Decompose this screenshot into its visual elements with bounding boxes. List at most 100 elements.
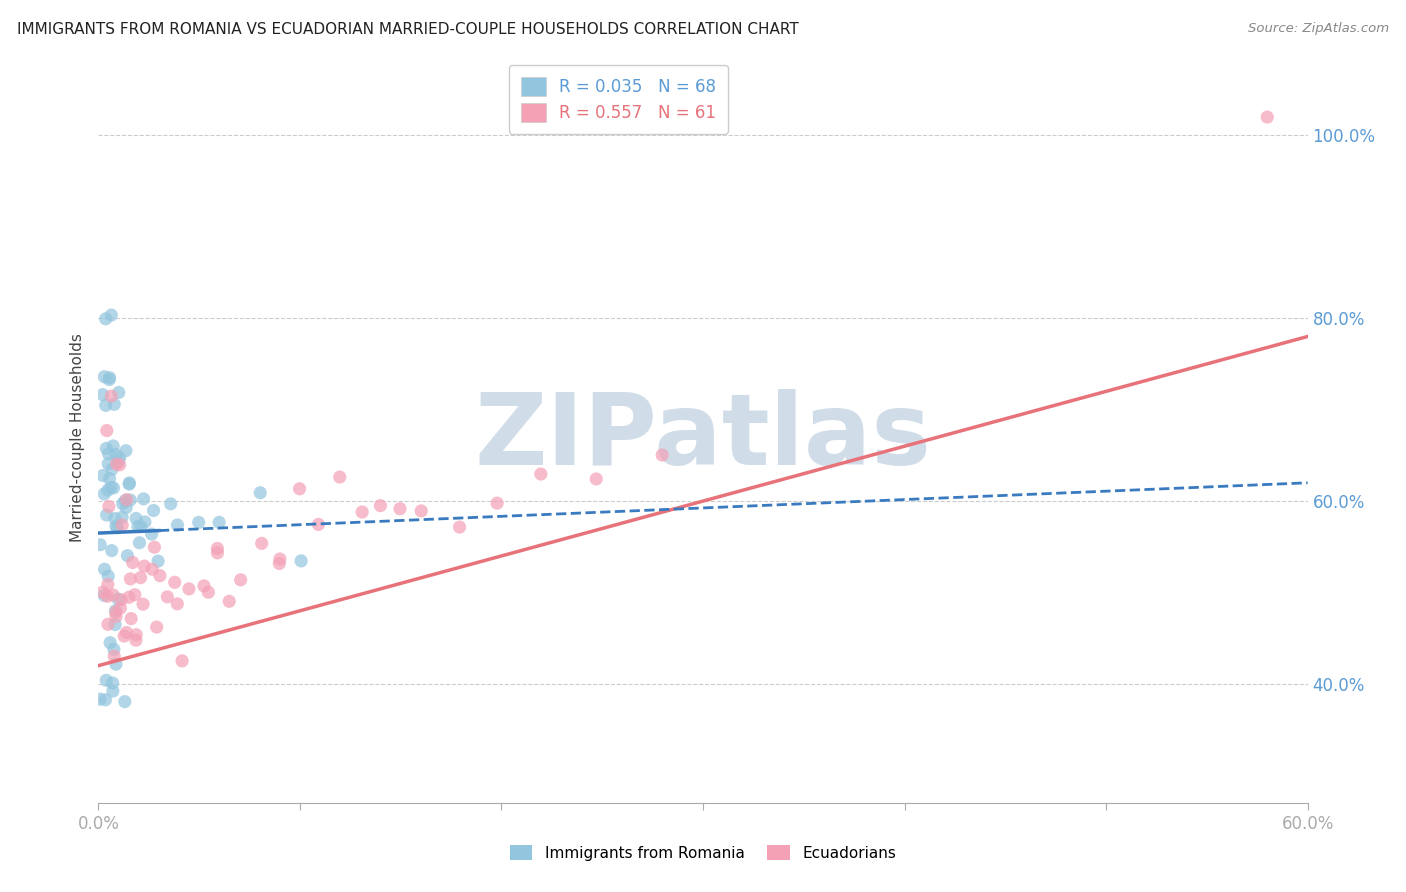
Point (177, 582, 200, 596)
Point (115, 492, 138, 507)
Point (411, 504, 433, 518)
Point (96, 508, 118, 522)
Point (96, 442, 118, 456)
Point (166, 518, 188, 533)
Point (101, 462, 124, 476)
Point (107, 592, 129, 607)
Point (104, 604, 127, 618)
Point (91, 468, 114, 483)
Point (101, 684, 124, 698)
Point (96, 673, 118, 688)
Point (156, 590, 179, 604)
Point (187, 516, 209, 530)
Point (163, 575, 186, 590)
Point (100, 543, 122, 558)
Point (94, 398, 117, 412)
Point (585, 472, 607, 486)
Point (1256, 110, 1278, 124)
Point (89, 538, 111, 552)
Point (98, 472, 121, 486)
Point (110, 601, 132, 615)
Y-axis label: Married-couple Households: Married-couple Households (69, 333, 84, 541)
Point (125, 511, 148, 525)
Point (290, 554, 312, 568)
Legend: Immigrants from Romania, Ecuadorians: Immigrants from Romania, Ecuadorians (502, 837, 904, 868)
Point (288, 482, 311, 496)
Point (193, 579, 215, 593)
Point (129, 571, 152, 585)
Point (207, 541, 229, 556)
Point (329, 470, 352, 484)
Point (269, 552, 291, 566)
Point (101, 588, 124, 602)
Point (110, 592, 132, 607)
Point (108, 450, 131, 465)
Point (269, 557, 291, 571)
Point (120, 493, 142, 508)
Point (118, 477, 141, 491)
Point (128, 535, 150, 549)
Point (115, 500, 138, 515)
Point (91, 585, 114, 599)
Point (100, 389, 122, 403)
Point (93, 487, 115, 501)
Point (125, 628, 148, 642)
Point (141, 562, 163, 576)
Point (93, 369, 115, 384)
Point (449, 520, 471, 534)
Point (97, 447, 120, 461)
Point (93, 589, 115, 603)
Point (132, 597, 155, 611)
Point (89, 692, 111, 706)
Text: IMMIGRANTS FROM ROMANIA VS ECUADORIAN MARRIED-COUPLE HOUSEHOLDS CORRELATION CHAR: IMMIGRANTS FROM ROMANIA VS ECUADORIAN MA… (17, 22, 799, 37)
Point (146, 554, 169, 568)
Point (100, 308, 122, 322)
Point (218, 594, 240, 608)
Point (118, 475, 141, 490)
Point (207, 546, 229, 560)
Point (143, 540, 166, 554)
Point (94, 311, 117, 326)
Point (172, 654, 194, 668)
Point (97, 483, 120, 497)
Point (124, 588, 146, 602)
Point (103, 649, 125, 664)
Point (103, 481, 125, 495)
Point (105, 521, 128, 535)
Point (197, 585, 219, 599)
Point (105, 457, 128, 471)
Point (149, 568, 172, 582)
Point (229, 573, 252, 587)
Point (115, 443, 138, 458)
Point (97, 500, 120, 514)
Point (208, 516, 231, 530)
Point (129, 520, 152, 534)
Point (117, 549, 139, 563)
Point (142, 503, 165, 517)
Point (100, 480, 122, 494)
Point (166, 597, 188, 611)
Point (120, 612, 142, 626)
Point (134, 515, 156, 529)
Point (97, 569, 120, 583)
Point (120, 572, 142, 586)
Point (104, 617, 127, 632)
Point (111, 497, 134, 511)
Point (104, 511, 127, 525)
Point (145, 620, 167, 634)
Point (127, 519, 149, 533)
Point (98, 372, 121, 386)
Point (249, 485, 271, 500)
Point (112, 629, 135, 643)
Point (97, 457, 120, 471)
Point (115, 625, 138, 640)
Point (107, 385, 129, 400)
Point (104, 519, 127, 533)
Text: Source: ZipAtlas.com: Source: ZipAtlas.com (1249, 22, 1389, 36)
Point (141, 527, 163, 541)
Point (132, 491, 155, 506)
Point (118, 591, 141, 605)
Point (108, 458, 131, 472)
Point (388, 501, 411, 516)
Point (104, 605, 127, 619)
